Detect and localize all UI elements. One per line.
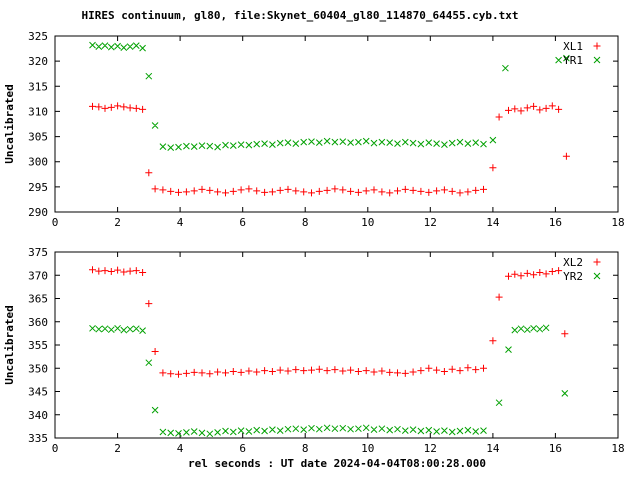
x-tick-label: 14 [486,216,500,229]
x-tick-label: 10 [361,216,374,229]
x-tick-label: 0 [52,216,59,229]
y-tick-label: 340 [28,409,48,422]
legend-marker-XL2 [593,258,601,266]
x-tick-label: 2 [114,216,121,229]
x-tick-label: 12 [424,216,437,229]
x-tick-label: 4 [177,216,184,229]
chart-panels: 0 2 4 6 8 10 12 14 16 18 290 295 300 305 310 315 320 325 X… [28,30,625,455]
x-tick-label: 6 [239,216,246,229]
y-axis-label-bottom: Uncalibrated [3,305,16,384]
axis-box [54,251,619,439]
x-tick-label: 6 [239,442,246,455]
x-tick-label: 2 [114,442,121,455]
series-YR1-points [89,41,570,151]
x-tick-label: 16 [549,216,562,229]
x-tick-label: 10 [361,442,374,455]
x-tick-label: 4 [177,442,184,455]
y-tick-label: 310 [28,105,48,118]
chart-title: HIRES continuum, gl80, file:Skynet_60404… [81,9,518,22]
y-tick-label: 320 [28,55,48,68]
y-tick-label: 365 [28,293,48,306]
legend-label-YR1: YR1 [563,54,583,67]
y-tick-label: 305 [28,131,48,144]
x-axis-label: rel seconds : UT date 2024-04-04T08:00:2… [188,457,486,470]
x-tick-label: 16 [549,442,562,455]
y-tick-label: 370 [28,269,48,282]
y-tick-label: 335 [28,432,48,445]
series-XL2-points [89,266,569,378]
panel-1: 0 2 4 6 8 10 12 14 16 18 335 340 345 350 355 360 365 370 3… [28,246,625,455]
x-tick-label: 18 [611,216,624,229]
legend-label-XL1: XL1 [563,40,583,53]
legend-marker-XL1 [593,42,601,50]
panel-0: 0 2 4 6 8 10 12 14 16 18 290 295 300 305 310 315 320 325 X… [28,30,625,229]
y-tick-label: 300 [28,156,48,169]
x-tick-label: 18 [611,442,624,455]
x-tick-label: 12 [424,442,437,455]
y-tick-label: 375 [28,246,48,259]
legend-label-YR2: YR2 [563,270,583,283]
y-tick-label: 350 [28,362,48,375]
y-tick-label: 315 [28,80,48,93]
y-tick-label: 355 [28,339,48,352]
legend-marker-YR1 [593,56,601,64]
legend-label-XL2: XL2 [563,256,583,269]
y-tick-label: 360 [28,316,48,329]
x-tick-label: 0 [52,442,59,455]
axis-box [54,35,619,213]
series-XL1-points [89,102,570,197]
y-tick-label: 345 [28,386,48,399]
series-YR2-points [89,324,569,438]
x-tick-label: 8 [302,442,309,455]
y-tick-label: 295 [28,181,48,194]
legend-marker-YR2 [593,272,601,280]
y-tick-label: 325 [28,30,48,43]
x-tick-label: 14 [486,442,500,455]
y-tick-label: 290 [28,206,48,219]
x-tick-label: 8 [302,216,309,229]
y-axis-label-top: Uncalibrated [3,84,16,163]
